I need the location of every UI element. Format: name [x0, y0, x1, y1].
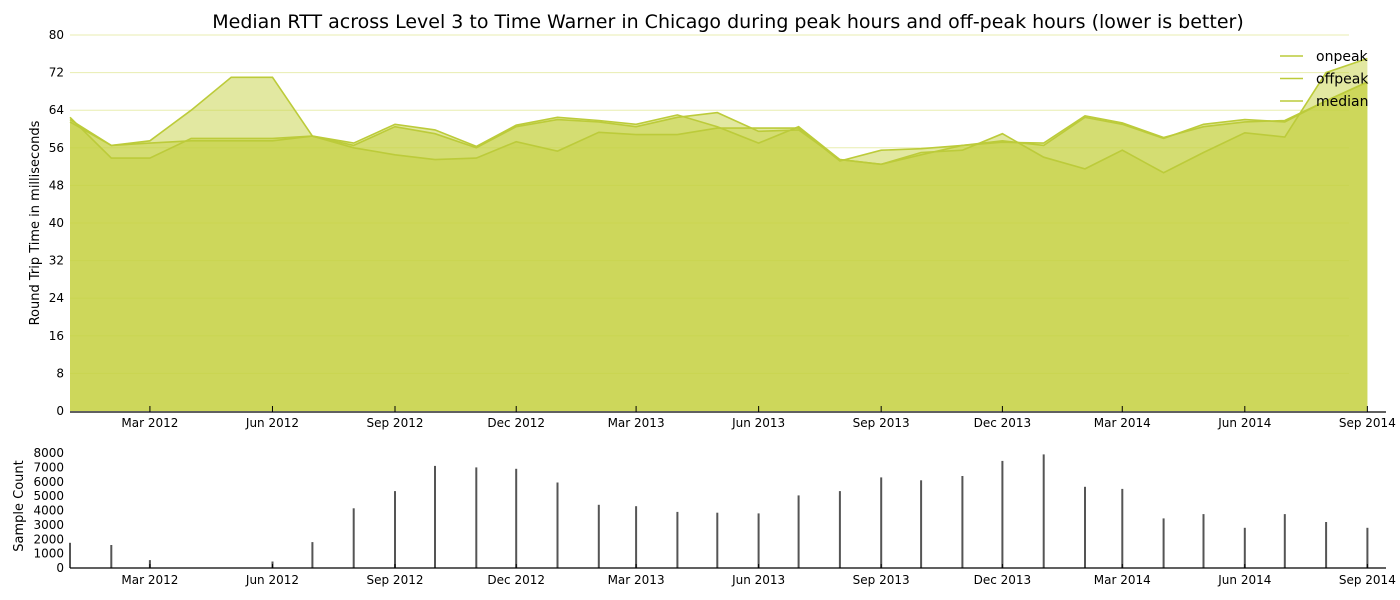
sample-count-bar: [797, 495, 800, 568]
count-y-tick-label: 7000: [33, 460, 64, 474]
count-x-tick-label: Sep 2013: [853, 573, 910, 587]
count-x-tick-label: Mar 2013: [608, 573, 665, 587]
y-tick-label: 0: [56, 404, 64, 418]
y-tick-label: 56: [49, 141, 64, 155]
sample-count-bar: [716, 512, 719, 568]
sample-count-bar: [352, 508, 355, 568]
count-x-tick-label: Jun 2014: [1217, 573, 1271, 587]
sample-count-bar: [311, 542, 314, 568]
y-tick-label: 48: [49, 178, 64, 192]
x-tick-label: Dec 2013: [974, 416, 1032, 430]
count-y-tick-label: 6000: [33, 475, 64, 489]
x-tick-label: Sep 2012: [367, 416, 424, 430]
sample-count-bar: [635, 506, 638, 568]
count-x-tick-label: Mar 2012: [121, 573, 178, 587]
sample-count-bar: [434, 465, 436, 568]
count-y-tick-label: 3000: [33, 518, 64, 532]
sample-count-bar: [556, 482, 559, 568]
x-tick-label: Jun 2014: [1217, 416, 1271, 430]
y-tick-label: 32: [49, 254, 64, 268]
count-x-tick-label: Sep 2012: [367, 573, 424, 587]
y-tick-label: 72: [49, 66, 64, 80]
y-tick-label: 80: [49, 28, 64, 42]
onpeak-line: [69, 57, 1368, 174]
count-y-tick-label: 1000: [33, 547, 64, 561]
y-tick-label: 8: [56, 366, 64, 380]
sample-count-bar: [961, 476, 964, 568]
count-y-tick-label: 8000: [33, 446, 64, 460]
sample-count-bar: [1202, 514, 1205, 568]
x-tick-label: Mar 2012: [121, 416, 178, 430]
sample-count-bar: [1243, 527, 1246, 569]
count-x-tick-label: Dec 2012: [487, 573, 545, 587]
sample-count-bar: [475, 467, 478, 568]
sample-count-bar: [1162, 518, 1165, 568]
count-x-tick-label: Mar 2014: [1094, 573, 1151, 587]
sample-count-bar: [1283, 514, 1286, 568]
sample-count-bar: [757, 513, 760, 568]
sample-count-bar: [880, 477, 883, 568]
x-tick-label: Mar 2013: [608, 416, 665, 430]
y-tick-label: 16: [49, 329, 64, 343]
count-x-tick-label: Dec 2013: [974, 573, 1032, 587]
x-tick-label: Jun 2013: [731, 416, 785, 430]
rtt-lines: [69, 57, 1368, 174]
legend-label-offpeak: offpeak: [1316, 72, 1369, 88]
sample-count-bar: [676, 511, 679, 568]
count-y-tick-label: 2000: [33, 532, 64, 546]
sample-count-bar: [1042, 454, 1045, 568]
chart-title: Median RTT across Level 3 to Time Warner…: [212, 11, 1244, 33]
sample-count-bar: [597, 504, 600, 569]
sample-count-bar: [515, 468, 518, 568]
sample-count-bar: [1001, 460, 1004, 568]
rtt-axes: 0 8 16 24 32 40 48 56 64 72 80 Mar 2012 Jun 2012 Sep …: [49, 28, 1396, 430]
legend: onpeak offpeak median: [1280, 49, 1369, 110]
median-area: [70, 82, 1368, 411]
legend-label-onpeak: onpeak: [1316, 49, 1369, 65]
y-tick-label: 40: [49, 216, 64, 230]
sample-count-bar: [920, 480, 923, 568]
rtt-panel: 0 8 16 24 32 40 48 56 64 72 80 Mar 2012 Jun 2012 Sep …: [28, 28, 1396, 430]
sample-count-bar: [110, 545, 113, 568]
count-y-tick-label: 4000: [33, 504, 64, 518]
sample-count-bar: [838, 491, 841, 568]
x-tick-label: Jun 2012: [245, 416, 299, 430]
count-x-tick-label: Jun 2013: [731, 573, 785, 587]
count-y-tick-label: 5000: [33, 489, 64, 503]
count-x-tick-label: Sep 2014: [1339, 573, 1396, 587]
sample-count-bar: [394, 491, 396, 568]
x-tick-label: Mar 2014: [1094, 416, 1151, 430]
sample-count-bar: [1366, 527, 1369, 569]
median-line: [69, 81, 1368, 162]
count-y-tick-label: 0: [56, 561, 64, 575]
sample-count-bar: [1084, 486, 1086, 568]
x-tick-label: Dec 2012: [487, 416, 545, 430]
sample-count-bars: [69, 454, 1369, 569]
sample-count-bar: [69, 542, 71, 568]
x-tick-label: Sep 2013: [853, 416, 910, 430]
rtt-y-axis-title: Round Trip Time in milliseconds: [28, 120, 43, 325]
rtt-areas: [70, 58, 1368, 411]
sample-count-bar: [1325, 522, 1328, 568]
sample-count-bar: [1121, 488, 1124, 568]
y-tick-label: 64: [49, 103, 64, 117]
y-tick-label: 24: [49, 291, 64, 305]
offpeak-line: [69, 81, 1368, 166]
x-tick-label: Sep 2014: [1339, 416, 1396, 430]
legend-label-median: median: [1316, 94, 1368, 110]
sample-count-y-axis-title: Sample Count: [12, 460, 27, 551]
count-x-tick-label: Jun 2012: [245, 573, 299, 587]
